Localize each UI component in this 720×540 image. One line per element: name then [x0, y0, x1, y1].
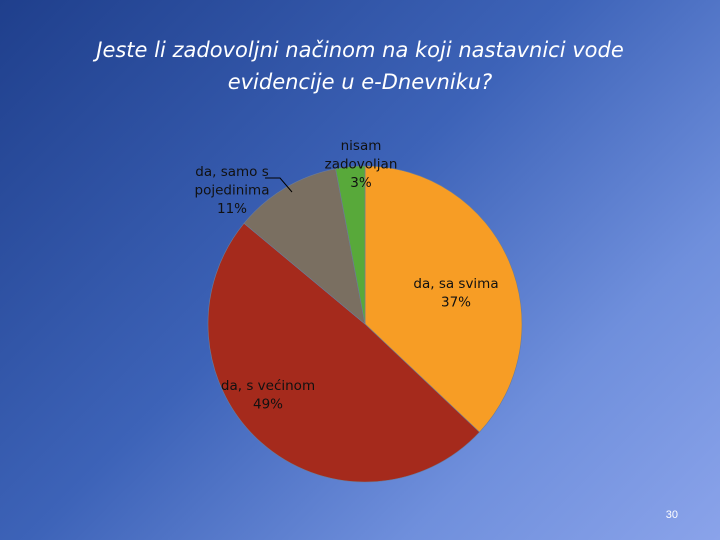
pie-slices — [208, 166, 522, 482]
data-label-line: nisam — [341, 138, 382, 154]
data-label-line: 11% — [217, 201, 247, 217]
data-label-line: 49% — [253, 397, 283, 413]
data-label-line: da, s većinom — [221, 378, 315, 394]
data-label-line: pojedinima — [195, 183, 270, 199]
data-label-line: da, sa svima — [413, 276, 498, 292]
data-label-line: 37% — [441, 295, 471, 311]
data-label-line: 3% — [350, 175, 372, 191]
data-label-line: da, samo s — [195, 164, 268, 180]
data-label-line: zadovoljan — [325, 157, 398, 173]
page-number: 30 — [666, 509, 678, 521]
